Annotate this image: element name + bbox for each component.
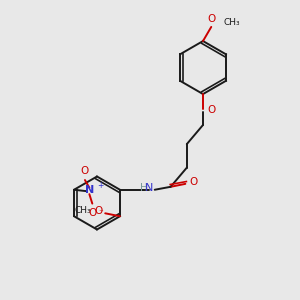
Text: O: O bbox=[94, 206, 103, 216]
Text: N: N bbox=[145, 183, 153, 193]
Text: O: O bbox=[208, 14, 216, 24]
Text: H: H bbox=[140, 183, 148, 193]
Text: O: O bbox=[207, 105, 216, 115]
Text: O: O bbox=[189, 177, 197, 188]
Text: N: N bbox=[85, 185, 94, 195]
Text: O: O bbox=[81, 167, 89, 176]
Text: CH₃: CH₃ bbox=[74, 206, 91, 215]
Text: ⁻: ⁻ bbox=[99, 208, 103, 217]
Text: O: O bbox=[88, 208, 96, 218]
Text: CH₃: CH₃ bbox=[224, 18, 240, 27]
Text: +: + bbox=[98, 182, 104, 190]
